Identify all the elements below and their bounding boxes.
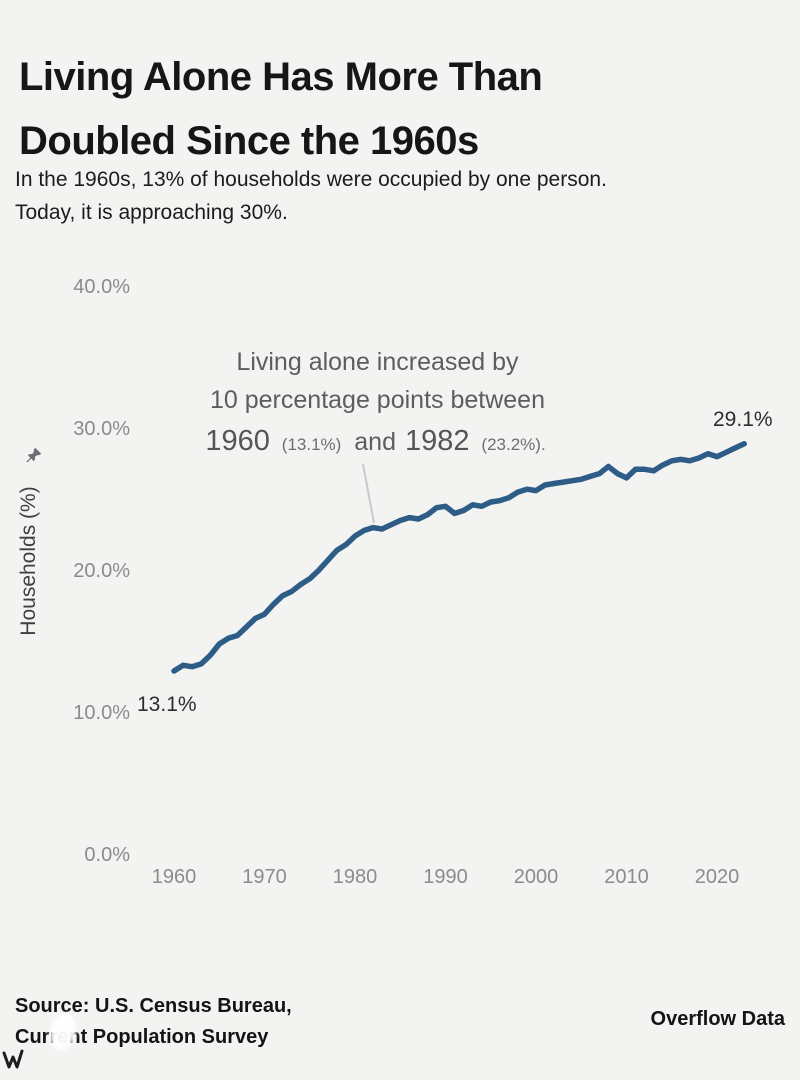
first-point-label: 13.1% — [137, 693, 197, 716]
annotation-value-1: (13.1%) — [281, 435, 342, 454]
corner-mark — [2, 1049, 24, 1069]
y-axis-tick-label: 20.0% — [73, 560, 130, 582]
chart-annotation: Living alone increased by 10 percentage … — [155, 343, 600, 467]
y-axis-title: Households (%) — [17, 486, 40, 636]
x-axis-tick-label: 2010 — [604, 866, 649, 888]
annotation-year-2: 1982 — [404, 425, 470, 457]
annotation-leader-line — [362, 463, 375, 524]
pin-icon — [26, 447, 42, 463]
x-axis-tick-label: 1980 — [332, 866, 378, 888]
annotation-connector: and — [354, 428, 396, 456]
x-axis-tick-label: 1960 — [151, 866, 197, 888]
x-axis-tick-label: 2020 — [694, 866, 740, 888]
x-axis-tick-label: 2000 — [513, 866, 559, 888]
annotation-year-1: 1960 — [205, 425, 270, 457]
annotation-line-2: 10 percentage points between — [210, 386, 545, 414]
page-title: Living Alone Has More Than Doubled Since… — [19, 54, 543, 163]
series-line — [171, 441, 747, 674]
annotation-value-2: (23.2%). — [481, 435, 546, 454]
y-axis-tick-label: 30.0% — [73, 418, 130, 440]
y-axis-tick-label: 40.0% — [73, 276, 130, 298]
x-axis-tick-label: 1970 — [242, 866, 287, 888]
page-subtitle: In the 1960s, 13% of households were occ… — [15, 168, 607, 224]
source-credit: Source: U.S. Census Bureau, Current Popu… — [15, 995, 292, 1048]
y-axis-tick-label: 0.0% — [84, 844, 130, 866]
annotation-line-3: 1960 (13.1%) and 1982 (23.2%). — [155, 419, 600, 467]
x-axis-tick-label: 1990 — [423, 866, 468, 888]
y-axis-tick-label: 10.0% — [73, 702, 130, 724]
publisher-credit: Overflow Data — [650, 1008, 785, 1030]
last-point-label: 29.1% — [713, 408, 773, 431]
annotation-line-1: Living alone increased by — [236, 348, 519, 376]
